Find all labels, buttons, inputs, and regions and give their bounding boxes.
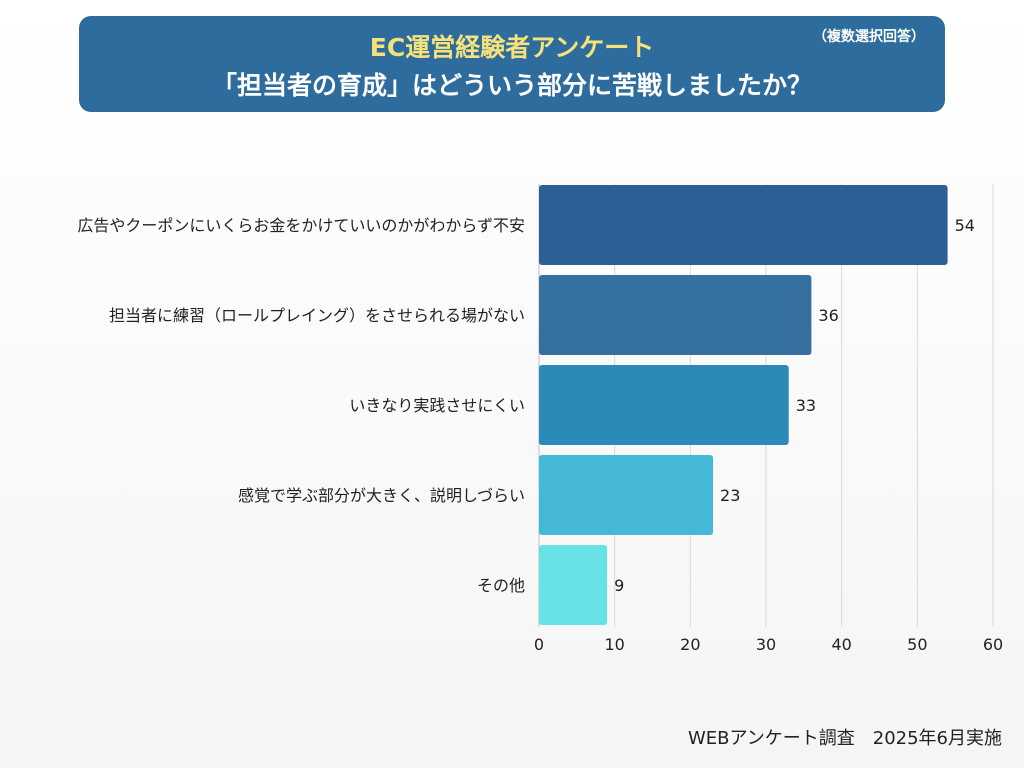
x-tick-label: 10 bbox=[604, 635, 624, 654]
bar bbox=[539, 545, 608, 625]
value-label: 33 bbox=[796, 396, 816, 415]
value-label: 23 bbox=[720, 486, 740, 505]
value-label: 36 bbox=[818, 306, 838, 325]
x-tick-label: 30 bbox=[756, 635, 776, 654]
value-label: 54 bbox=[955, 216, 975, 235]
x-tick-label: 60 bbox=[983, 635, 1003, 654]
value-label: 9 bbox=[614, 576, 624, 595]
survey-source: WEBアンケート調査 2025年6月実施 bbox=[687, 728, 1002, 749]
category-label: いきなり実践させにくい bbox=[349, 396, 525, 415]
bar bbox=[539, 275, 812, 355]
category-label: その他 bbox=[477, 576, 525, 595]
x-tick-label: 50 bbox=[907, 635, 927, 654]
bar bbox=[539, 185, 948, 265]
category-label: 感覚で学ぶ部分が大きく、説明しづらい bbox=[238, 486, 525, 505]
question-title: 「担当者の育成」はどういう部分に苦戦しましたか？ bbox=[211, 71, 812, 100]
bar bbox=[539, 365, 789, 445]
multi-select-note: （複数選択回答） bbox=[813, 29, 925, 45]
bar bbox=[539, 455, 714, 535]
survey-title: EC運営経験者アンケート bbox=[369, 33, 655, 62]
x-tick-label: 20 bbox=[680, 635, 700, 654]
category-label: 担当者に練習（ロールプレイング）をさせられる場がない bbox=[109, 306, 525, 325]
title-banner: EC運営経験者アンケート 「担当者の育成」はどういう部分に苦戦しましたか？ （複… bbox=[79, 16, 945, 112]
category-label: 広告やクーポンにいくらお金をかけていいのかがわからず不安 bbox=[77, 216, 525, 235]
x-tick-label: 40 bbox=[831, 635, 851, 654]
x-tick-label: 0 bbox=[534, 635, 544, 654]
